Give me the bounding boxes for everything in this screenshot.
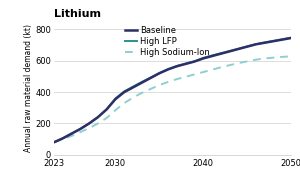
High LFP bbox=[87, 122, 91, 125]
High Sodium-Ion bbox=[193, 73, 196, 75]
High Sodium-Ion bbox=[140, 92, 144, 94]
High LFP bbox=[193, 60, 196, 62]
Baseline bbox=[105, 108, 109, 111]
High LFP bbox=[289, 37, 293, 39]
High LFP bbox=[96, 116, 100, 118]
Baseline bbox=[70, 132, 74, 135]
Legend: Baseline, High LFP, High Sodium-Ion: Baseline, High LFP, High Sodium-Ion bbox=[124, 26, 210, 57]
High LFP bbox=[122, 90, 126, 92]
Baseline bbox=[87, 122, 91, 125]
High LFP bbox=[61, 137, 64, 140]
Baseline bbox=[140, 82, 144, 84]
High Sodium-Ion bbox=[149, 88, 152, 90]
Baseline bbox=[201, 57, 205, 60]
Baseline bbox=[175, 65, 179, 67]
Line: High Sodium-Ion: High Sodium-Ion bbox=[54, 56, 291, 142]
Baseline bbox=[79, 128, 82, 130]
High LFP bbox=[245, 45, 249, 48]
Text: Lithium: Lithium bbox=[54, 9, 101, 19]
Baseline bbox=[114, 98, 117, 100]
High LFP bbox=[140, 81, 144, 83]
Baseline bbox=[158, 72, 161, 74]
High LFP bbox=[105, 108, 109, 111]
High LFP bbox=[166, 68, 170, 70]
High Sodium-Ion bbox=[114, 109, 117, 111]
Baseline bbox=[228, 50, 231, 52]
High Sodium-Ion bbox=[122, 102, 126, 104]
Baseline bbox=[254, 43, 258, 45]
Baseline bbox=[61, 137, 64, 140]
High Sodium-Ion bbox=[175, 78, 179, 80]
High Sodium-Ion bbox=[70, 135, 74, 137]
Baseline bbox=[236, 48, 240, 50]
Baseline bbox=[263, 42, 266, 44]
High LFP bbox=[228, 50, 231, 52]
High Sodium-Ion bbox=[52, 141, 56, 143]
Baseline bbox=[184, 63, 188, 65]
High Sodium-Ion bbox=[272, 57, 275, 59]
Line: High LFP: High LFP bbox=[54, 38, 291, 142]
Baseline bbox=[166, 68, 170, 71]
Baseline bbox=[280, 39, 284, 41]
High LFP bbox=[131, 86, 135, 88]
High LFP bbox=[70, 132, 74, 135]
High Sodium-Ion bbox=[219, 66, 223, 68]
Baseline bbox=[272, 40, 275, 42]
High Sodium-Ion bbox=[166, 81, 170, 83]
High LFP bbox=[201, 57, 205, 59]
High LFP bbox=[219, 52, 223, 54]
High Sodium-Ion bbox=[131, 96, 135, 99]
High Sodium-Ion bbox=[87, 127, 91, 129]
Y-axis label: Annual raw material demand (kt): Annual raw material demand (kt) bbox=[24, 24, 33, 152]
High LFP bbox=[272, 40, 275, 42]
Baseline bbox=[122, 91, 126, 93]
High LFP bbox=[79, 128, 82, 130]
Baseline bbox=[289, 37, 293, 39]
High Sodium-Ion bbox=[280, 56, 284, 58]
High LFP bbox=[254, 43, 258, 45]
Baseline bbox=[52, 141, 56, 143]
High Sodium-Ion bbox=[263, 57, 266, 60]
High Sodium-Ion bbox=[61, 138, 64, 140]
High Sodium-Ion bbox=[184, 76, 188, 78]
Baseline bbox=[96, 116, 100, 118]
High LFP bbox=[158, 72, 161, 74]
High Sodium-Ion bbox=[96, 122, 100, 125]
High Sodium-Ion bbox=[105, 117, 109, 119]
Baseline bbox=[131, 86, 135, 89]
High Sodium-Ion bbox=[158, 84, 161, 86]
High Sodium-Ion bbox=[245, 60, 249, 62]
High LFP bbox=[114, 97, 117, 100]
High LFP bbox=[280, 38, 284, 40]
High LFP bbox=[263, 41, 266, 44]
High LFP bbox=[175, 65, 179, 67]
High LFP bbox=[210, 54, 214, 57]
High Sodium-Ion bbox=[79, 131, 82, 133]
High Sodium-Ion bbox=[210, 69, 214, 71]
Baseline bbox=[149, 77, 152, 79]
High LFP bbox=[149, 76, 152, 79]
High LFP bbox=[184, 62, 188, 65]
High Sodium-Ion bbox=[289, 55, 293, 57]
High LFP bbox=[52, 141, 56, 143]
Baseline bbox=[219, 53, 223, 55]
High Sodium-Ion bbox=[228, 64, 231, 66]
Line: Baseline: Baseline bbox=[54, 38, 291, 142]
Baseline bbox=[245, 46, 249, 48]
High Sodium-Ion bbox=[201, 71, 205, 73]
High Sodium-Ion bbox=[236, 62, 240, 64]
Baseline bbox=[193, 60, 196, 63]
Baseline bbox=[210, 55, 214, 57]
High LFP bbox=[236, 48, 240, 50]
High Sodium-Ion bbox=[254, 59, 258, 61]
